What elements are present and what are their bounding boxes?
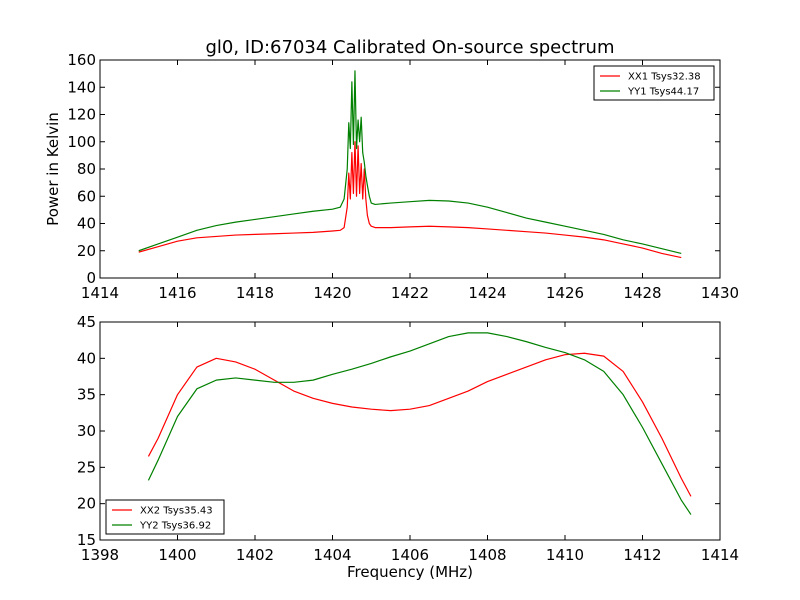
x-axis-label: Frequency (MHz): [347, 563, 473, 581]
y-tick-label: 15: [77, 531, 96, 549]
legend: XX2 Tsys35.43 YY2 Tsys36.92: [105, 499, 225, 535]
x-tick-label: 1400: [158, 546, 196, 564]
y-tick-label: 60: [77, 187, 96, 205]
legend-label: YY2 Tsys36.92: [139, 521, 211, 532]
x-tick-label: 1420: [313, 284, 351, 302]
legend-label: YY1 Tsys44.17: [627, 87, 699, 98]
y-tick-label: 120: [67, 106, 96, 124]
series-line-2-1: [147, 352, 692, 497]
legend-box: [593, 65, 715, 101]
y-tick-label: 40: [77, 349, 96, 367]
y-tick-label: 45: [77, 313, 96, 331]
x-tick-label: 1410: [546, 546, 584, 564]
x-tick-label: 1412: [623, 546, 661, 564]
legend-label: XX1 Tsys32.38: [628, 72, 701, 83]
y-tick-label: 25: [77, 458, 96, 476]
legend-box: [105, 499, 225, 535]
top-panel: 1414 1416 1418 1420 1422 1424 1426 1428 1430 0 20 4…: [44, 51, 739, 302]
x-tick-label: 1404: [313, 546, 351, 564]
series-line-2-2: [147, 332, 692, 515]
series-line-1-2: [138, 70, 682, 255]
x-tick-label: 1422: [391, 284, 429, 302]
x-tick-label: 1398: [81, 546, 119, 564]
y-tick-label: 140: [67, 78, 96, 96]
x-tick-label: 1402: [236, 546, 274, 564]
x-tick-label: 1424: [468, 284, 506, 302]
series-line-1-1: [138, 141, 682, 259]
x-tick-label: 1408: [468, 546, 506, 564]
y-axis-label: Power in Kelvin: [44, 112, 62, 226]
y-tick-label: 0: [86, 269, 96, 287]
x-tick-label: 1414: [81, 284, 119, 302]
y-tick-label: 30: [77, 422, 96, 440]
y-tick-label: 40: [77, 215, 96, 233]
y-tick-label: 35: [77, 386, 96, 404]
bottom-panel: 1398 1400 1402 1404 1406 1408 1410 1412 1414 15 20…: [77, 313, 739, 581]
x-tick-label: 1418: [236, 284, 274, 302]
x-tick-label: 1426: [546, 284, 584, 302]
y-tick-label: 100: [67, 133, 96, 151]
y-tick-label: 20: [77, 495, 96, 513]
x-tick-label: 1428: [623, 284, 661, 302]
x-tick-label: 1416: [158, 284, 196, 302]
y-tick-label: 20: [77, 242, 96, 260]
legend-label: XX2 Tsys35.43: [140, 506, 213, 517]
y-tick-label: 80: [77, 160, 96, 178]
x-tick-label: 1414: [701, 546, 739, 564]
legend: XX1 Tsys32.38 YY1 Tsys44.17: [593, 65, 715, 101]
x-tick-label: 1430: [701, 284, 739, 302]
x-tick-label: 1406: [391, 546, 429, 564]
y-tick-label: 160: [67, 51, 96, 69]
figure-title: gl0, ID:67034 Calibrated On-source spect…: [205, 37, 614, 58]
